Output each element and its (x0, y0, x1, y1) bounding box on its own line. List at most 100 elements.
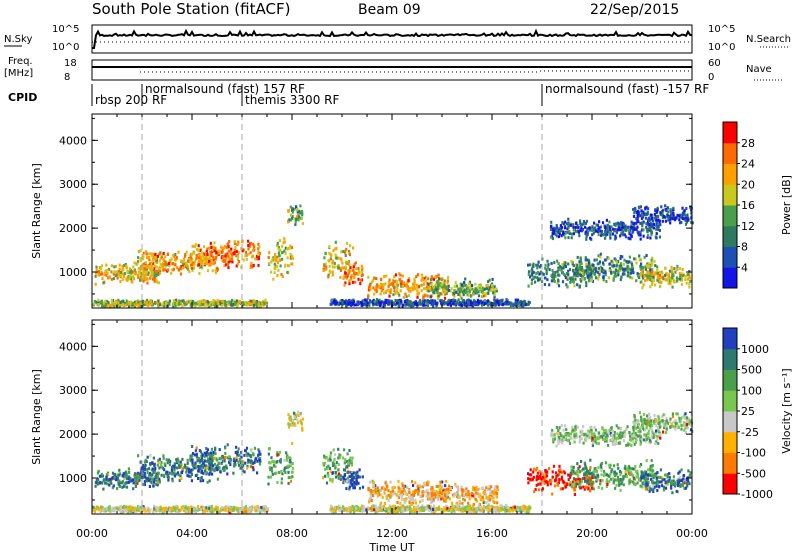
rti-cell (655, 236, 658, 240)
rti-cell (153, 264, 156, 268)
rti-cell (243, 453, 246, 457)
rti-cell (424, 275, 428, 279)
rti-cell (291, 475, 294, 479)
rti-cell (287, 476, 290, 480)
rti-cell (672, 213, 675, 217)
rti-cell (267, 452, 270, 456)
rti-cell (412, 484, 415, 487)
rti-cell (435, 485, 438, 488)
rti-cell (166, 263, 169, 267)
rti-cell (239, 457, 242, 461)
rti-cell (440, 497, 443, 501)
rti-cell (629, 228, 632, 232)
rti-cell (552, 464, 556, 468)
rti-cell (430, 299, 433, 303)
rti-cell (219, 470, 222, 474)
rti-cell (488, 503, 491, 507)
rti-cell (400, 493, 403, 497)
rti-cell (258, 462, 262, 466)
rti-cell (553, 227, 556, 231)
rti-cell (192, 464, 195, 468)
rti-cell (606, 231, 609, 234)
rti-cell (115, 300, 118, 304)
colorbar-segment (723, 184, 737, 206)
rti-cell (329, 454, 332, 458)
rti-cell (358, 468, 361, 472)
rti-cell (463, 493, 466, 497)
rti-cell (527, 472, 530, 476)
rti-cell (133, 475, 136, 479)
rti-cell (615, 230, 618, 234)
rti-cell (217, 302, 220, 306)
rti-cell (263, 302, 266, 306)
rti-cell (397, 304, 400, 308)
rti-cell (646, 235, 649, 239)
rti-cell (455, 485, 458, 489)
rti-cell (343, 473, 347, 477)
rti-cell (622, 262, 625, 266)
rti-cell (417, 487, 420, 491)
rti-cell (685, 217, 688, 221)
rti-cell (618, 483, 621, 487)
rti-cell (569, 276, 572, 280)
rti-cell (369, 480, 372, 484)
rti-cell (334, 240, 337, 244)
rti-cell (289, 205, 292, 209)
rti-cell (435, 285, 438, 289)
rti-cell (598, 260, 602, 264)
rti-cell (589, 270, 592, 274)
rti-cell (118, 267, 121, 271)
rti-cell (481, 302, 484, 306)
rti-cell (545, 268, 548, 272)
rti-cell (501, 298, 504, 302)
rti-cell (194, 464, 197, 468)
rti-cell (170, 271, 173, 275)
rti-cell (651, 278, 654, 282)
rti-cell (210, 460, 213, 464)
colorbar-tick-label: 20 (741, 178, 755, 191)
rti-cell (561, 221, 564, 225)
rti-cell (188, 470, 191, 474)
rti-cell (588, 279, 591, 283)
rti-cell (342, 481, 345, 485)
rti-cell (149, 472, 152, 475)
rti-cell (604, 236, 607, 240)
rti-cell (681, 217, 684, 220)
rti-cell (136, 479, 139, 483)
rti-cell (390, 299, 393, 303)
rti-cell (465, 304, 468, 307)
rti-cell (459, 287, 463, 291)
rti-cell (132, 481, 135, 485)
rti-cell (190, 458, 193, 462)
rti-cell (605, 218, 608, 222)
rti-cell (276, 274, 279, 278)
rti-cell (651, 224, 654, 228)
rti-cell (148, 485, 151, 488)
rti-cell (174, 302, 177, 306)
colorbar-tick-label: 16 (741, 199, 755, 212)
rti-cell (357, 300, 360, 304)
rti-cell (506, 302, 509, 306)
rti-cell (149, 252, 152, 256)
rti-cell (636, 213, 639, 217)
rti-cell (475, 485, 478, 489)
rti-cell (154, 272, 157, 276)
rti-cell (619, 255, 622, 258)
rti-cell (621, 225, 625, 229)
rti-cell (419, 284, 422, 288)
rti-cell (128, 275, 131, 279)
rti-cell (199, 479, 202, 483)
rti-cell (201, 453, 204, 457)
rti-cell (589, 466, 592, 470)
cpid-mode-label: normalsound (fast) 157 RF (145, 82, 305, 96)
rti-cell (631, 270, 635, 274)
rti-cell (291, 210, 295, 214)
rti-cell (689, 279, 692, 283)
rti-cell (251, 248, 254, 252)
rti-cell (352, 268, 355, 272)
rti-cell (639, 463, 643, 467)
rti-cell (457, 495, 460, 499)
rti-cell (197, 256, 201, 260)
rti-cell (376, 494, 379, 498)
rti-cell (346, 303, 349, 307)
